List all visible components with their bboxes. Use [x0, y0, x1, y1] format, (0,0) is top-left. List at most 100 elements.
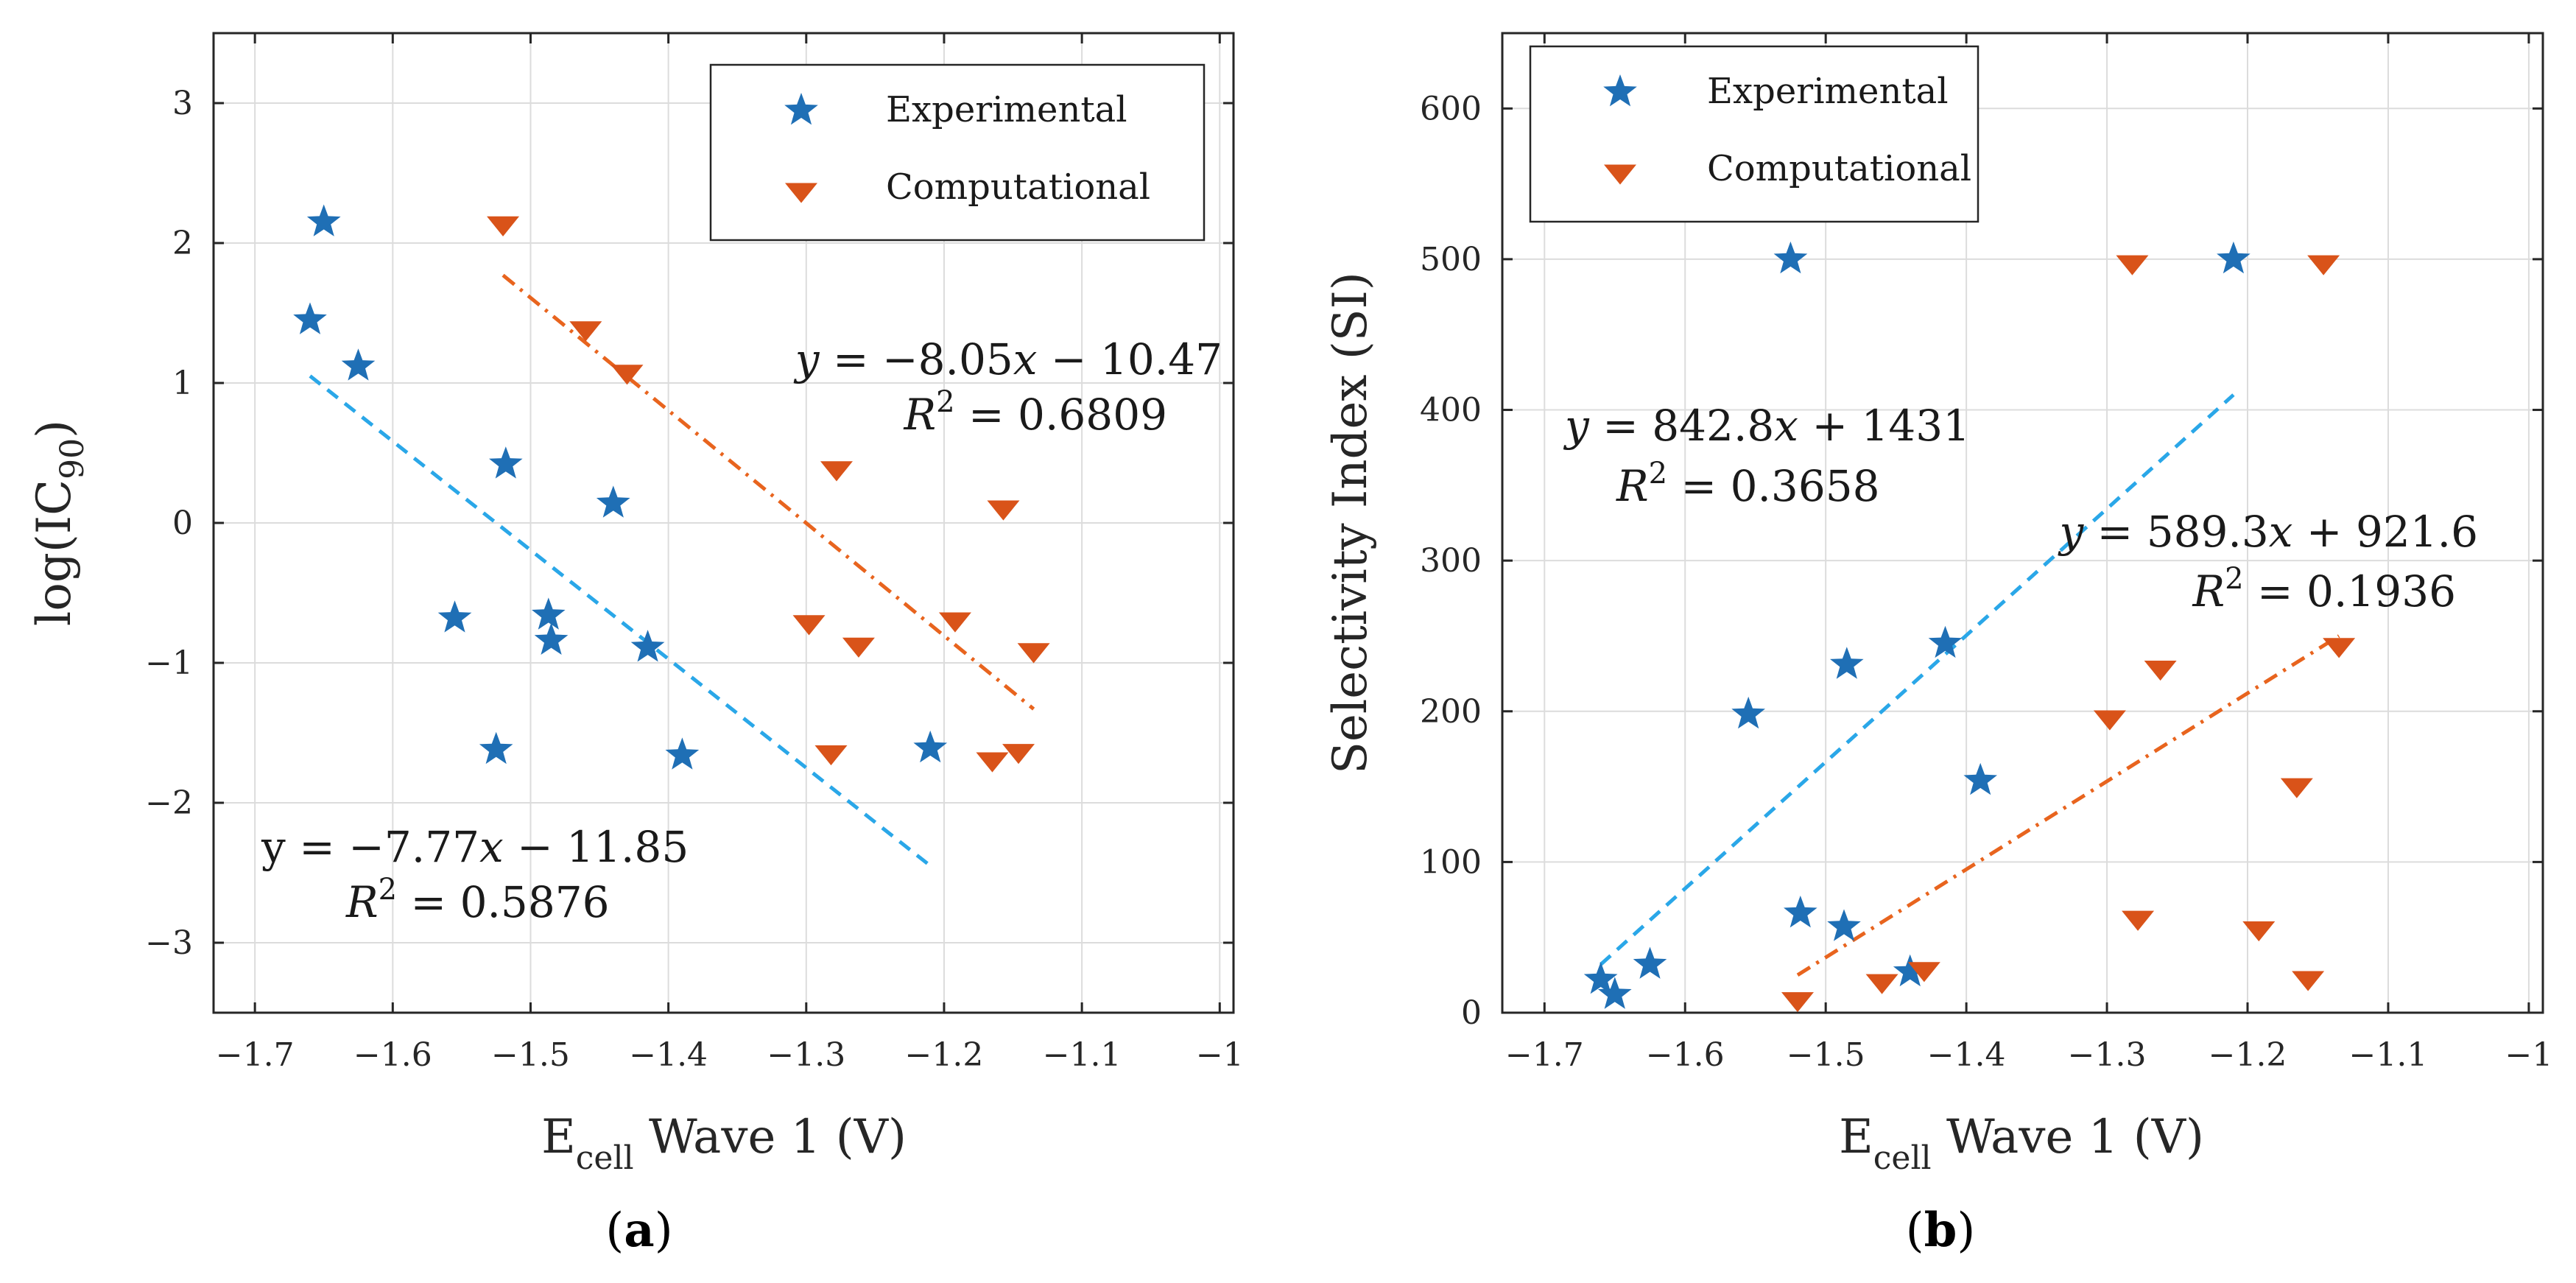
- data-point-computational: [610, 365, 644, 385]
- panel-a-ticks: −1.7 −1.6 −1.5 −1.4 −1.3 −1.2 −1.1 −1 −3 −2 −1 0 1 2 3: [145, 33, 1244, 1074]
- panel-b-annotation-experimental: y = 842.8x + 1431 R2 = 0.3658: [1563, 401, 1970, 511]
- data-point-experimental: [1773, 241, 1808, 274]
- y-tick-label: −1: [145, 644, 193, 682]
- x-tick-label: −1.1: [2349, 1036, 2428, 1074]
- data-point-computational: [2144, 660, 2177, 681]
- data-point-experimental: [341, 348, 376, 381]
- data-point-computational: [487, 216, 520, 236]
- data-point-computational: [2307, 255, 2340, 275]
- panel-b-ylabel: Selectivity Index (SI): [1323, 272, 1378, 774]
- panel-a-ylabel: log(IC90): [27, 420, 91, 626]
- data-point-experimental: [630, 630, 665, 662]
- data-point-experimental: [1928, 625, 1963, 658]
- data-point-computational: [2242, 921, 2276, 942]
- data-point-computational: [1907, 962, 1940, 983]
- y-tick-label: 0: [1461, 994, 1482, 1032]
- panel-a-annot-comp-eq: y = −8.05x − 10.47: [793, 334, 1222, 384]
- legend-triangle-marker: [785, 183, 817, 203]
- fit-line-experimental: [309, 374, 932, 868]
- data-point-computational: [2122, 910, 2155, 931]
- x-tick-label: −1.6: [353, 1036, 432, 1074]
- panel-b-legend-box: [1529, 45, 1979, 223]
- data-point-experimental: [1731, 696, 1765, 729]
- panel-b-annot-exp-eq: y = 842.8x + 1431: [1563, 401, 1970, 451]
- x-tick-label: −1.4: [1927, 1036, 2006, 1074]
- legend-triangle-marker: [1604, 164, 1636, 185]
- y-tick-label: 600: [1420, 90, 1482, 127]
- x-tick-label: −1.1: [1043, 1036, 1122, 1074]
- data-point-computational: [938, 612, 971, 633]
- panel-a-xlabel: Ecell Wave 1 (V): [541, 1110, 907, 1177]
- fit-line-computational: [1796, 634, 2340, 977]
- data-point-experimental: [1893, 954, 1927, 987]
- x-tick-label: −1.3: [767, 1036, 845, 1074]
- x-tick-label: −1.5: [1787, 1036, 1865, 1074]
- x-tick-label: −1.7: [1505, 1036, 1584, 1074]
- data-point-computational: [987, 500, 1020, 521]
- panel-b-annotation-computational: y = 589.3x + 921.6 R2 = 0.1936: [2057, 507, 2478, 616]
- x-tick-label: −1.6: [1646, 1036, 1725, 1074]
- data-point-experimental: [2217, 241, 2251, 274]
- x-tick-label: −1.2: [2209, 1036, 2287, 1074]
- data-point-computational: [814, 745, 848, 766]
- data-point-computational: [842, 637, 875, 658]
- panel-b-legend-triangle-marker: [1604, 164, 1636, 185]
- data-point-computational: [2292, 971, 2325, 991]
- panel-b-xlabel: Ecell Wave 1 (V): [1839, 1110, 2204, 1177]
- panel-b-label: (b): [1906, 1203, 1976, 1258]
- data-point-computational: [820, 461, 853, 482]
- panel-a-label: (a): [605, 1203, 672, 1258]
- panel-b-points: [1583, 241, 2356, 1013]
- data-point-experimental: [1784, 896, 1817, 928]
- data-point-experimental: [1830, 647, 1864, 679]
- panel-b: −1.7 −1.6 −1.5 −1.4 −1.3 −1.2 −1.1 −1 0 100 200 300…: [1323, 32, 2552, 1258]
- legend-star-marker: [784, 93, 818, 125]
- panel-b-annot-comp-eq: y = 589.3x + 921.6: [2057, 507, 2478, 557]
- data-point-experimental: [532, 597, 566, 630]
- data-point-experimental: [913, 730, 948, 763]
- panel-a-annot-exp-r2: R2 = 0.5876: [345, 873, 610, 927]
- y-tick-label: 200: [1420, 693, 1482, 731]
- y-tick-label: 300: [1420, 542, 1482, 580]
- panel-a-legend-triangle-marker: [785, 183, 817, 203]
- panel-a-legend-computational: Computational: [886, 166, 1150, 208]
- panel-b-axes-box: [1501, 32, 2544, 1014]
- y-tick-label: 500: [1420, 241, 1482, 278]
- data-point-experimental: [1963, 762, 1997, 795]
- panel-b-annot-exp-r2: R2 = 0.3658: [1616, 457, 1880, 511]
- panel-b-annot-comp-r2: R2 = 0.1936: [2192, 562, 2456, 616]
- fit-line-experimental: [1599, 393, 2235, 966]
- data-point-experimental: [306, 204, 341, 236]
- data-point-experimental: [665, 737, 700, 770]
- panel-b-legend: Experimental Computational: [1529, 45, 1979, 223]
- data-point-computational: [1781, 992, 1814, 1013]
- legend-star-marker: [1603, 74, 1637, 107]
- data-point-experimental: [534, 622, 569, 655]
- x-tick-label: −1: [1196, 1036, 1244, 1074]
- data-point-computational: [569, 321, 602, 342]
- data-point-computational: [2093, 710, 2126, 731]
- data-point-computational: [1017, 643, 1050, 664]
- data-point-computational: [1865, 974, 1898, 994]
- panel-a-legend-box: [709, 63, 1206, 242]
- data-point-experimental: [1827, 909, 1861, 941]
- panel-a-annot-comp-r2: R2 = 0.6809: [903, 385, 1167, 440]
- y-tick-label: 100: [1420, 843, 1482, 881]
- data-point-computational: [2116, 255, 2149, 275]
- data-point-computational: [976, 752, 1009, 773]
- panel-b-ticks: −1.7 −1.6 −1.5 −1.4 −1.3 −1.2 −1.1 −1 0 100 200 300…: [1420, 33, 2552, 1074]
- panel-a-annotation-experimental: y = −7.77x − 11.85 R2 = 0.5876: [261, 822, 689, 927]
- data-point-experimental: [489, 446, 523, 479]
- panel-a-legend-star-marker: [784, 93, 818, 125]
- panel-a-legend-experimental: Experimental: [886, 89, 1127, 130]
- panel-b-fit-lines: [1599, 393, 2340, 977]
- data-point-experimental: [1633, 946, 1667, 979]
- panel-a-annotation-computational: y = −8.05x − 10.47 R2 = 0.6809: [793, 334, 1222, 440]
- y-tick-label: 2: [172, 225, 193, 262]
- data-point-computational: [2280, 778, 2313, 798]
- panel-a: −1.7 −1.6 −1.5 −1.4 −1.3 −1.2 −1.1 −1 −3 −2 −1 0 1 2 3…: [27, 32, 1244, 1258]
- data-point-experimental: [1583, 962, 1618, 994]
- panel-a-points: [293, 204, 1050, 773]
- data-point-experimental: [293, 302, 327, 334]
